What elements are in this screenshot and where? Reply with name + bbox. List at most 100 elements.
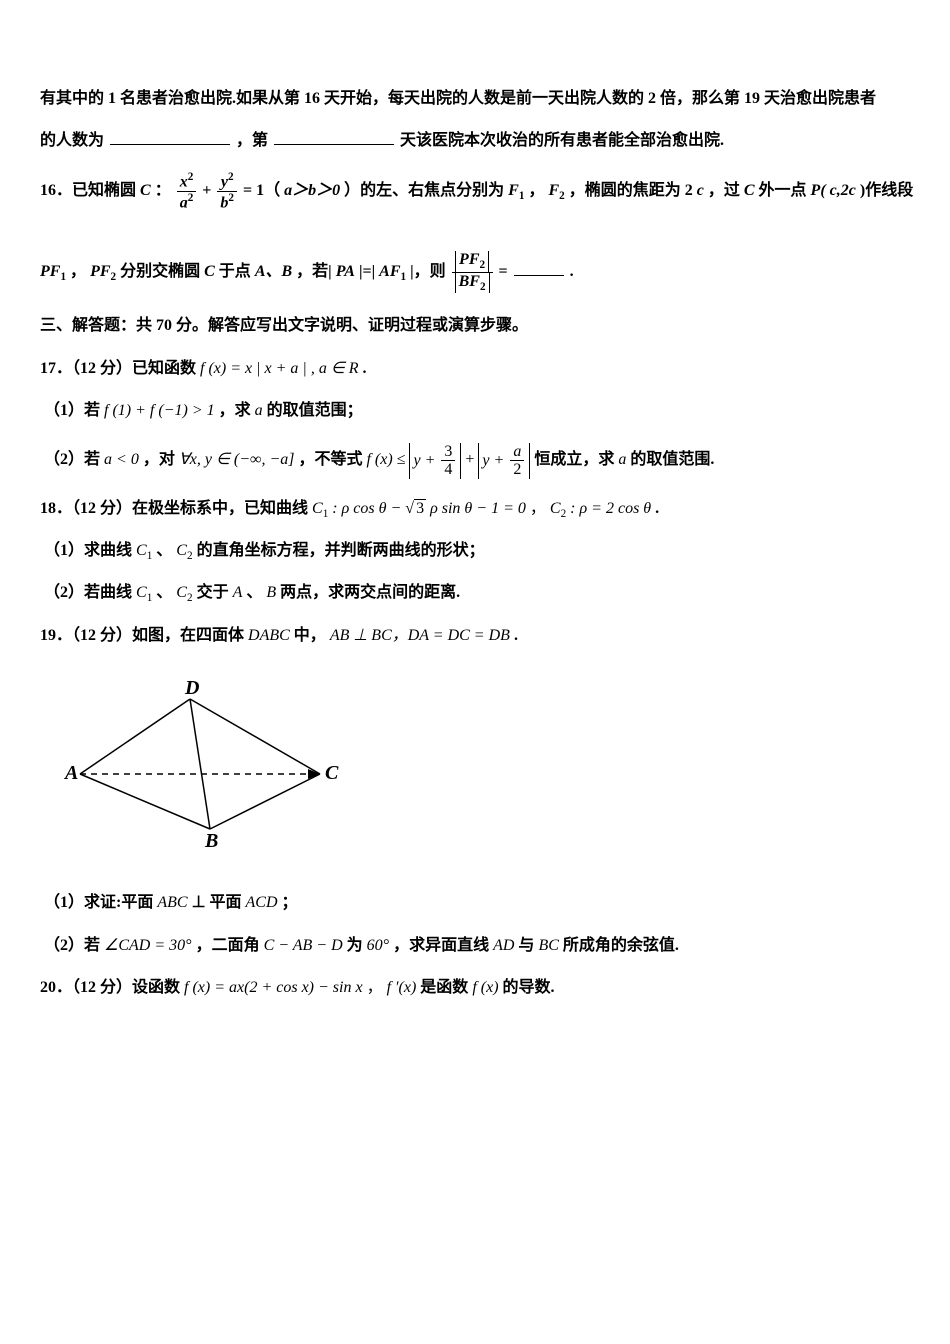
label-A: A (63, 762, 78, 784)
q17-head-text: 17．（12 分）已知函数 (40, 360, 200, 377)
q19-p2c: ，二面角 (196, 937, 264, 954)
q17-p1c: ，求 (219, 402, 255, 419)
q16-prefix: 16．已知椭圆 (40, 182, 140, 199)
q16-l2g: A、B (255, 263, 292, 280)
q18-p2d: C2 (176, 584, 192, 601)
q15-text-b: 的人数为 (40, 132, 104, 149)
q18-p1b: C1 (136, 542, 152, 559)
q17-p2e: ，不等式 (298, 451, 366, 468)
q16-line1: 16．已知椭圆 C ： x2 a2 + y2 b2 = 1（ a＞b＞0 ）的左… (40, 165, 950, 216)
q19-p2b: ∠CAD = 30° (104, 937, 192, 954)
q16-a: a (180, 194, 188, 211)
q18-p2g: 、 (246, 584, 262, 601)
q16-text3: ，过 (708, 182, 744, 199)
q16-text4: 外一点 (759, 182, 811, 199)
q20-fpx: f ′(x) (387, 979, 417, 996)
q18-head-text: 18．（12 分）在极坐标系中，已知曲线 (40, 500, 312, 517)
q16-comma1: ， (528, 182, 544, 199)
q17-p2f: f (x) ≤ (366, 451, 409, 468)
q16-l2h: ，若| (296, 263, 332, 280)
q19-p2f: 60° (367, 937, 389, 954)
q16-frac1: x2 a2 (177, 171, 197, 212)
q20-head: 20．（12 分）设函数 f (x) = ax(2 + cos x) − sin… (40, 969, 950, 1007)
q19-p2d: C − AB − D (264, 937, 343, 954)
q19-p1d: ACD (246, 894, 278, 911)
q19-p2a: （2）若 (44, 937, 104, 954)
q18-p1c: 、 (156, 542, 172, 559)
q17-4: 4 (441, 461, 455, 479)
q20-sep: ， (367, 979, 387, 996)
q18-c2eq: : ρ = 2 cos θ (570, 500, 651, 517)
q18-p1d: C2 (176, 542, 192, 559)
q18-period: . (655, 500, 659, 517)
q15-text-d: 天该医院本次收治的所有患者能全部治愈出院. (400, 132, 724, 149)
q18-head: 18．（12 分）在极坐标系中，已知曲线 C1 : ρ cos θ − 3 ρ … (40, 490, 950, 528)
q18-p1: （1）求曲线 C1 、 C2 的直角坐标方程，并判断两曲线的形状； (40, 532, 950, 570)
q18-sqrt3: 3 (414, 499, 426, 517)
q16-ratio-den: BF (459, 273, 480, 290)
q16-l2k: AF1 (379, 263, 406, 280)
q16-F2-sym: F (548, 182, 559, 199)
q20-fx2: f (x) (472, 979, 498, 996)
q17-3: 3 (441, 443, 455, 462)
q16-eq: = (499, 263, 512, 280)
q17-p1d: a (255, 402, 263, 419)
q16-l2i: PA (336, 263, 355, 280)
q19-period: . (514, 627, 518, 644)
q16-PF2: PF2 (90, 263, 116, 280)
q16-frac2: y2 b2 (217, 171, 237, 212)
q19-p1c: ⊥ 平面 (192, 894, 246, 911)
edge-DC (190, 699, 320, 774)
q17-p1b: f (1) + f (−1) > 1 (104, 402, 215, 419)
q19-p1e: ； (282, 894, 298, 911)
q19-p2: （2）若 ∠CAD = 30° ，二面角 C − AB − D 为 60° ，求… (40, 927, 950, 965)
q16-F2: F2 (548, 182, 564, 199)
q19-p1: （1）求证:平面 ABC ⊥ 平面 ACD ； (40, 884, 950, 922)
q16-plus: + (202, 182, 215, 199)
q16-l2e: C (204, 263, 215, 280)
q17-p2b: a < 0 (104, 451, 139, 468)
q16-C: C (140, 182, 151, 199)
q17-fx: f (x) = x | x + a | , a ∈ R (200, 360, 359, 377)
q19-head-text: 19．（12 分）如图，在四面体 (40, 627, 248, 644)
edge-BC (210, 774, 320, 829)
q17-p2c: ，对 (143, 451, 179, 468)
q20-mid: 是函数 (420, 979, 472, 996)
q17-2: 2 (510, 461, 524, 479)
q16-PF2-sym: PF (90, 263, 110, 280)
blank-1 (110, 128, 230, 145)
q17-p1: （1）若 f (1) + f (−1) > 1 ，求 a 的取值范围； (40, 392, 950, 430)
q18-sep: ， (530, 500, 550, 517)
q19-p2h: AD (493, 937, 514, 954)
q16-l2f: 于点 (219, 263, 255, 280)
q16-ratio-frac: PF2 BF2 (452, 251, 493, 293)
q18-p2e: 交于 (197, 584, 233, 601)
q18-p1d-sym: C (176, 542, 187, 559)
label-B: B (204, 830, 218, 849)
q17-p2l: 的取值范围. (630, 451, 714, 468)
q16-AF1-sym: AF (379, 263, 400, 280)
q15-text-c: ，第 (236, 132, 268, 149)
q16-text5: )作线段 (860, 182, 913, 199)
q17-p2: （2）若 a < 0 ，对 ∀x, y ∈ (−∞, −a] ，不等式 f (x… (40, 434, 950, 485)
q16-PF1: PF1 (40, 263, 66, 280)
q19-p2k: 所成角的余弦值. (563, 937, 679, 954)
q15-text-a: 有其中的 1 名患者治愈出院.如果从第 16 天开始，每天出院的人数是前一天出院… (40, 90, 876, 107)
section3-heading: 三、解答题：共 70 分。解答应写出文字说明、证明过程或演算步骤。 (40, 307, 950, 345)
q17-p2a: （2）若 (44, 451, 104, 468)
q18-p1b-sym: C (136, 542, 147, 559)
q16-F1-sym: F (508, 182, 519, 199)
q18-p2d-sym: C (176, 584, 187, 601)
q16-after-cond: ）的左、右焦点分别为 (344, 182, 508, 199)
edge-DB (190, 699, 210, 829)
q18-c1eq: : ρ cos θ − (332, 500, 405, 517)
q16-F1: F1 (508, 182, 524, 199)
q16-l2d: 分别交椭圆 (120, 263, 204, 280)
q18-p2h: B (266, 584, 276, 601)
q16-text2: ，椭圆的焦距为 2 (569, 182, 693, 199)
q16-colon: ： (155, 182, 171, 199)
q19-dabc: DABC (248, 627, 290, 644)
q16-x: x (180, 173, 188, 190)
q16-y: y (221, 173, 228, 190)
blank-3 (514, 259, 564, 276)
